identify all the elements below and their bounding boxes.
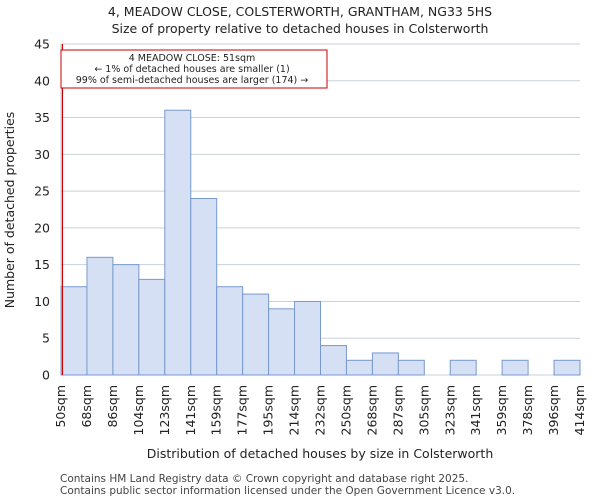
x-tick-label: 141sqm (183, 385, 198, 435)
y-tick-label: 45 (34, 37, 50, 52)
y-tick-label: 35 (34, 110, 50, 125)
bar (60, 286, 88, 376)
annotation-line1: 4 MEADOW CLOSE: 51sqm (129, 53, 256, 64)
x-tick-label: 177sqm (235, 385, 250, 435)
x-tick-label: 104sqm (131, 385, 146, 435)
chart-title-line2: Size of property relative to detached ho… (112, 21, 489, 36)
bar (371, 352, 399, 376)
x-tick-label: 214sqm (287, 385, 302, 435)
y-tick-label: 10 (34, 294, 50, 309)
x-tick-label: 287sqm (390, 385, 405, 435)
x-tick-label: 123sqm (157, 385, 172, 435)
x-tick-label: 232sqm (313, 385, 328, 435)
bar (501, 359, 529, 376)
x-tick-label: 195sqm (261, 385, 276, 435)
bar (190, 197, 218, 376)
bar (86, 256, 114, 376)
x-tick-label: 359sqm (494, 385, 509, 435)
annotation-box: 4 MEADOW CLOSE: 51sqm ← 1% of detached h… (60, 49, 328, 89)
x-axis-label: Distribution of detached houses by size … (147, 446, 494, 461)
x-tick-label: 396sqm (546, 385, 561, 435)
y-tick-label: 15 (34, 257, 50, 272)
annotation-line3: 99% of semi-detached houses are larger (… (76, 75, 309, 86)
chart-title-line1: 4, MEADOW CLOSE, COLSTERWORTH, GRANTHAM,… (108, 4, 492, 19)
bar (345, 359, 373, 376)
x-axis-ticks: 50sqm 68sqm 86sqm 104sqm 123sqm 141sqm 159sqm 1… (53, 385, 587, 435)
x-tick-label: 50sqm (53, 385, 68, 428)
x-tick-label: 341sqm (468, 385, 483, 435)
bar (138, 278, 166, 376)
x-tick-label: 414sqm (572, 385, 587, 435)
y-tick-label: 30 (34, 147, 50, 162)
y-axis-label: Number of detached properties (2, 112, 17, 309)
bar (112, 264, 140, 376)
footer-line2: Contains public sector information licen… (60, 485, 515, 497)
annotation-line2: ← 1% of detached houses are smaller (1) (94, 64, 289, 75)
y-tick-label: 25 (34, 184, 50, 199)
footer-line1: Contains HM Land Registry data © Crown c… (60, 473, 468, 485)
x-tick-label: 305sqm (416, 385, 431, 435)
x-tick-label: 378sqm (520, 385, 535, 435)
x-tick-label: 159sqm (209, 385, 224, 435)
y-tick-label: 40 (34, 73, 50, 88)
bar (449, 359, 477, 376)
bar (268, 308, 296, 376)
bars (60, 109, 581, 376)
bar (320, 345, 347, 376)
x-tick-label: 268sqm (364, 385, 379, 435)
x-tick-label: 323sqm (442, 385, 457, 435)
x-tick-label: 68sqm (79, 385, 94, 428)
x-tick-label: 86sqm (105, 385, 120, 428)
y-tick-label: 0 (42, 368, 50, 383)
bar (216, 286, 244, 376)
y-tick-label: 20 (34, 220, 50, 235)
bar (164, 109, 192, 376)
bar (242, 293, 270, 376)
x-tick-label: 250sqm (338, 385, 353, 435)
bar (553, 359, 581, 376)
y-tick-label: 5 (42, 331, 50, 346)
bar (397, 359, 425, 376)
bar (294, 300, 321, 376)
y-axis-ticks: 0 5 10 15 20 25 30 35 40 45 (34, 37, 50, 383)
